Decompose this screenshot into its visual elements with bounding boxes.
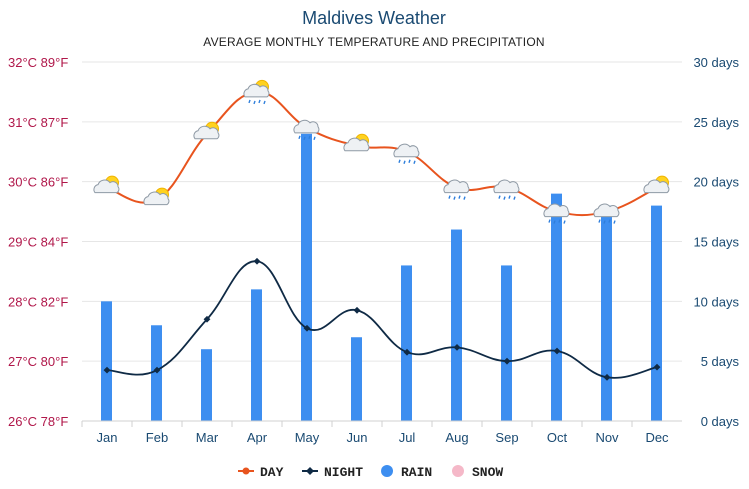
cloud-rain-icon [593,203,620,224]
night-point[interactable] [203,315,211,323]
night-point[interactable] [303,324,311,332]
rain-bar[interactable] [401,265,412,421]
rain-bar[interactable] [151,325,162,421]
sun-cloud-icon [143,187,170,206]
grid-lines [82,61,682,422]
x-tick-label: Dec [645,430,669,445]
x-tick-label: Mar [196,430,219,445]
right-tick-label: 25 days [693,115,739,130]
cloud-rain-icon [493,179,520,200]
x-tick-label: Jan [97,430,118,445]
legend-item-snow[interactable]: SNOW [452,465,503,480]
x-tick-label: Nov [595,430,619,445]
x-tick-label: Jul [399,430,416,445]
legend-item-day[interactable]: DAY [238,465,284,480]
cloud-rain-icon [293,119,320,141]
right-tick-label: 0 days [701,414,740,429]
left-tick-label: 31°C 87°F [8,115,68,130]
legend-label: DAY [260,465,284,480]
night-point[interactable] [103,366,111,374]
night-point[interactable] [553,347,561,355]
right-tick-label: 15 days [693,235,739,250]
weather-icons [93,79,670,224]
right-axis-ticks: 30 days 25 days 20 days 15 days 10 days 5 day… [693,55,739,429]
night-temperature-line [106,260,658,379]
left-tick-label: 32°C 89°F [8,55,68,70]
chart-title: Maldives Weather [302,8,446,28]
sun-cloud-icon [643,175,670,194]
night-point[interactable] [153,366,161,374]
x-tick-label: Apr [247,430,268,445]
x-tick-label: Sep [495,430,518,445]
rain-bar[interactable] [651,205,662,421]
night-point[interactable] [503,357,511,365]
night-point[interactable] [603,373,611,381]
temperature-lines [103,90,661,381]
day-temperature-line [106,90,658,217]
rain-bar[interactable] [601,205,612,421]
left-tick-label: 27°C 80°F [8,354,68,369]
night-point[interactable] [453,344,461,351]
rain-bar[interactable] [201,349,212,421]
rain-bar[interactable] [301,133,312,422]
sun-cloud-rain-icon [243,79,270,105]
rain-bar[interactable] [101,301,112,421]
x-tick-label: Jun [347,430,368,445]
left-tick-label: 29°C 84°F [8,235,68,250]
x-tick-label: Aug [445,430,468,445]
left-tick-label: 26°C 78°F [8,414,68,429]
legend-label: SNOW [472,465,503,480]
left-tick-label: 28°C 82°F [8,294,68,309]
right-tick-label: 5 days [701,354,740,369]
night-point[interactable] [253,257,261,265]
x-axis: Jan Feb Mar Apr May Jun Jul Aug Sep Oct Nov Dec [81,420,682,445]
left-axis-ticks: 32°C 89°F 31°C 87°F 30°C 86°F 29°C 84°F 28°C… [8,55,68,429]
chart-subtitle: AVERAGE MONTHLY TEMPERATURE AND PRECIPIT… [203,35,545,49]
rain-bars [101,133,662,422]
cloud-rain-icon [543,203,570,224]
right-tick-label: 30 days [693,55,739,70]
sun-cloud-icon [193,121,220,140]
x-tick-label: May [295,430,320,445]
x-tick-label: Oct [547,430,568,445]
right-tick-label: 20 days [693,175,739,190]
night-point[interactable] [353,306,361,314]
rain-bar[interactable] [501,265,512,421]
legend-label: RAIN [401,465,432,480]
sun-cloud-icon [93,175,120,194]
night-point[interactable] [653,363,661,371]
night-point[interactable] [403,348,411,356]
rain-bar[interactable] [451,229,462,421]
sun-cloud-icon [343,133,370,152]
x-tick-label: Feb [146,430,168,445]
legend-item-night[interactable]: NIGHT [302,465,363,480]
legend-label: NIGHT [324,465,363,480]
left-tick-label: 30°C 86°F [8,175,68,190]
cloud-rain-icon [393,143,420,164]
cloud-rain-icon [443,179,470,200]
rain-bar[interactable] [251,289,262,421]
right-tick-label: 10 days [693,294,739,309]
legend[interactable]: DAY NIGHT RAIN SNOW [238,465,503,480]
rain-bar[interactable] [551,193,562,421]
legend-item-rain[interactable]: RAIN [381,465,432,480]
rain-bar[interactable] [351,337,362,421]
